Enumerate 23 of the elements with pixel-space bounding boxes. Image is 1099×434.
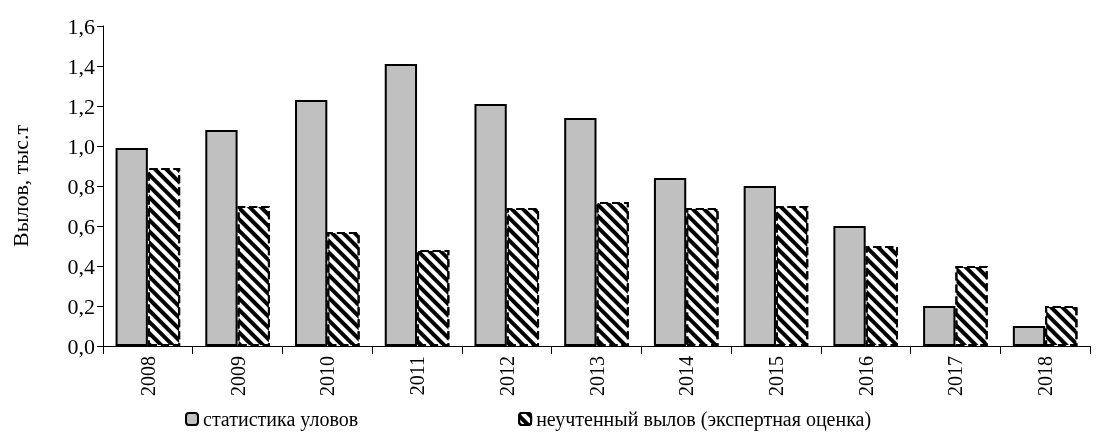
y-tick-label: 1,6 bbox=[67, 13, 95, 39]
y-tick-label: 1,2 bbox=[67, 93, 95, 119]
y-tick-label: 0,4 bbox=[67, 253, 95, 279]
x-tick-label: 2010 bbox=[316, 356, 339, 396]
y-tick-label: 0,6 bbox=[67, 213, 95, 239]
x-tick-label: 2017 bbox=[944, 356, 967, 396]
y-tick-label: 1,4 bbox=[67, 53, 95, 79]
y-tick-label: 1,0 bbox=[67, 133, 95, 159]
y-tick-label: 0,2 bbox=[67, 293, 95, 319]
x-tick-label: 2014 bbox=[675, 356, 698, 396]
x-tick-label: 2015 bbox=[764, 356, 787, 396]
legend-label: статистика уловов bbox=[203, 408, 359, 431]
x-tick-label: 2018 bbox=[1034, 356, 1057, 396]
legend-label: неучтенный вылов (экспертная оценка) bbox=[536, 408, 872, 431]
x-tick-label: 2011 bbox=[406, 356, 429, 396]
x-tick-label: 2016 bbox=[854, 356, 877, 396]
y-tick-label: 0,0 bbox=[67, 333, 95, 359]
x-tick-label: 2012 bbox=[495, 356, 518, 396]
x-tick-label: 2008 bbox=[136, 356, 159, 396]
y-axis-title: Вылов, тыс.т bbox=[7, 124, 33, 248]
x-tick-label: 2013 bbox=[585, 356, 608, 396]
x-tick-label: 2009 bbox=[226, 356, 249, 396]
y-tick-label: 0,8 bbox=[67, 173, 95, 199]
